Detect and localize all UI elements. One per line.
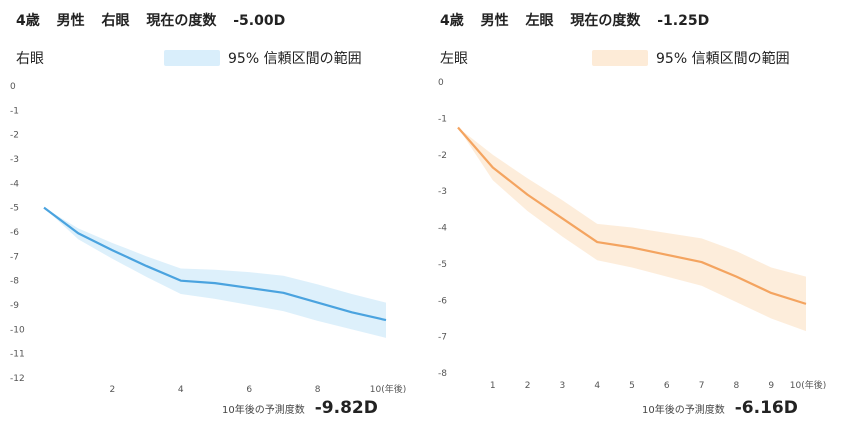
y-tick-label: -6 bbox=[438, 296, 447, 306]
y-tick-label: -11 bbox=[10, 350, 25, 360]
sex-text: 男性 bbox=[56, 13, 85, 29]
y-tick-label: -7 bbox=[10, 252, 19, 262]
prediction-label: 10年後の予測度数 bbox=[642, 405, 725, 416]
chart-title: 左眼 bbox=[440, 51, 468, 67]
confidence-band bbox=[44, 207, 386, 338]
y-tick-label: 0 bbox=[438, 78, 444, 88]
x-tick-label: 4 bbox=[594, 381, 600, 391]
y-tick-label: -5 bbox=[438, 260, 447, 270]
right-eye-panel: 4歳 男性 右眼 現在の度数 -5.00D 右眼 95% 信頼区間の範囲 0 -1… bbox=[10, 10, 406, 418]
x-tick-label: 8 bbox=[734, 381, 740, 391]
prediction-value: -9.82D bbox=[314, 398, 378, 418]
eye-text: 右眼 bbox=[101, 13, 130, 29]
prediction-line bbox=[43, 206, 387, 322]
y-tick-label: -7 bbox=[438, 333, 447, 343]
y-tick-label: -12 bbox=[10, 374, 25, 384]
y-tick-label: -9 bbox=[10, 301, 19, 311]
x-unit-label: 10(年後) bbox=[370, 383, 406, 395]
sex-text: 男性 bbox=[480, 13, 509, 29]
prediction-line bbox=[457, 126, 807, 305]
x-tick-label: 2 bbox=[525, 381, 531, 391]
x-tick-label: 1 bbox=[490, 381, 496, 391]
legend: 95% 信頼区間の範囲 bbox=[164, 48, 362, 68]
x-tick-label: 2 bbox=[110, 385, 116, 395]
prediction: 10年後の予測度数 -6.16D bbox=[642, 398, 798, 418]
x-tick-label: 5 bbox=[629, 381, 635, 391]
x-tick-label: 8 bbox=[315, 385, 321, 395]
x-tick-label: 3 bbox=[560, 381, 566, 391]
y-tick-label: -6 bbox=[10, 228, 19, 238]
confidence-band bbox=[458, 127, 806, 332]
chart-title: 右眼 bbox=[16, 51, 44, 67]
y-tick-label: 0 bbox=[10, 82, 16, 92]
prediction-value: -6.16D bbox=[734, 398, 798, 418]
age-text: 4歳 bbox=[16, 13, 40, 29]
y-tick-label: -5 bbox=[10, 204, 19, 214]
prediction: 10年後の予測度数 -9.82D bbox=[222, 398, 378, 418]
x-tick-label: 6 bbox=[664, 381, 670, 391]
x-unit-label: 10(年後) bbox=[790, 379, 826, 391]
age-text: 4歳 bbox=[440, 13, 464, 29]
legend-swatch bbox=[164, 50, 220, 66]
y-tick-label: -8 bbox=[10, 277, 19, 287]
y-tick-label: -10 bbox=[10, 325, 25, 335]
x-tick-label: 6 bbox=[246, 385, 252, 395]
prediction-label: 10年後の予測度数 bbox=[222, 405, 305, 416]
y-tick-label: -1 bbox=[10, 106, 19, 116]
left-eye-chart: 0 -1 -2 -3 -4 -5 -6 -7 -8 1 2 3 4 5 6 7 8 9 10(年後) bbox=[438, 78, 826, 391]
y-tick-label: -2 bbox=[10, 131, 19, 141]
legend-swatch bbox=[592, 50, 648, 66]
x-tick-label: 9 bbox=[768, 381, 774, 391]
current-label: 現在の度数 bbox=[570, 13, 641, 29]
eye-text: 左眼 bbox=[525, 13, 554, 29]
y-tick-label: -1 bbox=[438, 114, 447, 124]
current-value: -5.00D bbox=[233, 13, 286, 29]
y-tick-label: -4 bbox=[10, 179, 19, 189]
current-label: 現在の度数 bbox=[146, 13, 217, 29]
x-tick-label: 7 bbox=[699, 381, 705, 391]
y-tick-label: -4 bbox=[438, 224, 447, 234]
patient-info-left: 4歳 男性 左眼 現在の度数 -1.25D bbox=[440, 10, 721, 30]
right-eye-chart: 0 -1 -2 -3 -4 -5 -6 -7 -8 -9 -10 -11 -12 2 4 6 8 10(年後) bbox=[10, 82, 406, 395]
x-tick-label: 4 bbox=[178, 385, 184, 395]
current-value: -1.25D bbox=[657, 13, 710, 29]
y-tick-label: -2 bbox=[438, 151, 447, 161]
legend: 95% 信頼区間の範囲 bbox=[592, 48, 790, 68]
left-eye-panel: 4歳 男性 左眼 現在の度数 -1.25D 左眼 95% 信頼区間の範囲 0 -1… bbox=[424, 0, 848, 421]
legend-label: 95% 信頼区間の範囲 bbox=[656, 51, 790, 67]
y-tick-label: -3 bbox=[438, 187, 447, 197]
y-tick-label: -3 bbox=[10, 155, 19, 165]
legend-label: 95% 信頼区間の範囲 bbox=[228, 51, 362, 67]
patient-info-right: 4歳 男性 右眼 現在の度数 -5.00D bbox=[16, 10, 297, 30]
y-tick-label: -8 bbox=[438, 369, 447, 379]
